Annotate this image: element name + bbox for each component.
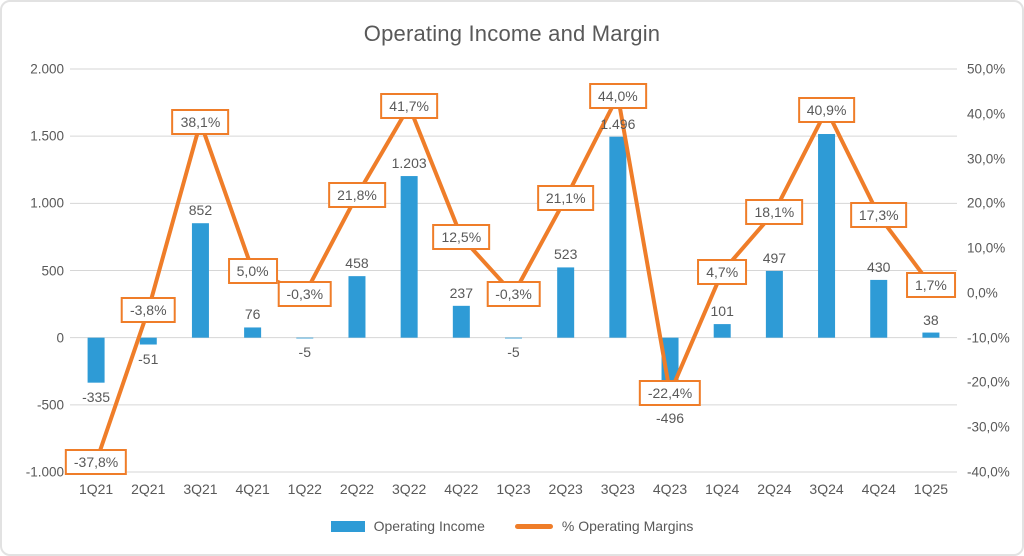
bar <box>870 279 888 338</box>
bar <box>609 136 627 338</box>
bar <box>452 305 470 338</box>
legend-label-operating-margins: % Operating Margins <box>561 518 694 534</box>
bar <box>244 327 262 338</box>
margin-line <box>94 93 933 465</box>
bar <box>139 337 157 345</box>
legend-label-operating-income: Operating Income <box>373 518 485 534</box>
legend: Operating Income % Operating Margins <box>2 518 1022 534</box>
bar <box>765 270 783 338</box>
line-series-swatch-icon <box>514 523 553 529</box>
bar <box>296 337 314 339</box>
bar <box>87 337 105 383</box>
bar <box>922 332 940 338</box>
bar <box>348 276 366 338</box>
chart-title: Operating Income and Margin <box>363 21 661 46</box>
bar <box>713 324 731 338</box>
bar <box>400 176 418 338</box>
bar <box>191 223 209 338</box>
bar-series-swatch-icon <box>330 520 365 532</box>
legend-item-operating-margins: % Operating Margins <box>514 518 694 534</box>
bar <box>818 134 836 338</box>
bar <box>505 337 522 339</box>
legend-item-operating-income: Operating Income <box>330 518 485 534</box>
bar <box>557 267 575 338</box>
